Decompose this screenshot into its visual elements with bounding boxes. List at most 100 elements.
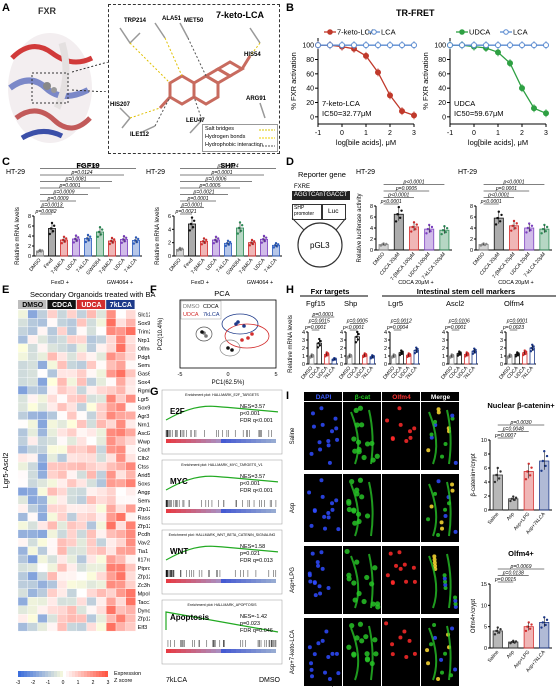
stain-blob [443,585,448,590]
heatmap-cell [76,571,87,581]
stain-blob [327,460,332,465]
data-point [415,223,418,226]
heatmap-cell [106,597,117,606]
data-point [541,621,545,624]
data-point [224,244,228,248]
data-point [466,352,470,355]
gsea-frame [161,459,283,525]
stain-blob [307,490,312,495]
rank-gradient [226,509,231,513]
heatmap-cell [76,428,87,437]
stain-blob [453,604,458,609]
chart-b-right: 0 20 40 60 80 100 -1 0 1 2 3 log[bile acids], μM % F… [421,28,549,147]
stain-blob [429,642,434,647]
heatmap-cell [125,605,136,615]
stain-blob [433,419,438,424]
heatmap-cell [37,597,48,606]
heatmap-cell [27,419,38,429]
heatmap-cell [66,504,77,513]
p-value: p=0.0001 [304,325,326,331]
heatmap-cell [57,411,68,421]
stain-blob [359,494,365,500]
y-tick-label: 1 [302,354,305,360]
data-point [499,470,502,473]
heatmap-cell [125,478,136,488]
y-tick-label: 4 [442,330,445,336]
heatmap-cell [76,445,87,454]
legend-title-2: Z score [114,678,132,684]
stain-blob [315,560,320,565]
channel-header-bg [421,392,459,401]
y-tick-label: 100 [434,43,446,50]
legend-tick: -1 [46,680,51,686]
panel-label-f: F [150,284,157,296]
rank-gradient [206,509,211,513]
y-tick-label: 3 [340,338,343,344]
heatmap-cell [96,394,107,404]
stain-blob [385,573,390,578]
y-tick-label: 40 [438,86,446,93]
heatmap-cell [66,419,77,429]
y-axis-label: Olfm4+/crypt [471,599,477,634]
micrograph-panel [304,618,342,686]
category-label: DMSO [372,251,386,266]
data-point [363,52,369,59]
p-value: p=0.0001 [211,170,233,176]
heatmap-cell [37,318,48,328]
stain-blob [346,506,352,513]
data-point [109,239,113,243]
data-point [372,354,375,358]
heatmap-cell [115,478,126,488]
p-value: p=0.0081 [65,177,87,183]
heatmap-cell [76,487,87,497]
heatmap-cell [27,352,38,361]
stain-blob [384,621,389,626]
heatmap-cell [17,580,28,589]
legend-gradient [102,671,105,677]
heatmap-cell [17,529,28,539]
rank-gradient [201,579,206,583]
stain-blob [333,416,338,421]
stain-blob [327,677,332,682]
crypt-outline [350,625,374,681]
heatmap-cell [17,419,28,429]
micrograph-panel [421,546,459,614]
heatmap-cell [76,360,87,370]
p-value: p=0.0021 [175,209,197,215]
shp-promoter-label: SHP promoter [294,205,315,217]
data-point [97,230,101,234]
rank-gradient [241,439,246,443]
p-value: p=0.0015 [494,577,516,583]
legend-marker [503,29,509,35]
heatmap-cell [96,580,107,589]
data-point [532,345,535,348]
heatmap-cell [106,428,117,437]
stain-blob [390,436,395,441]
data-point [528,222,531,225]
p-value: p=0.0004 [386,325,408,331]
stain-blob [425,648,430,653]
category-label: Saline [487,511,501,526]
data-point [414,228,417,231]
data-point [87,239,91,242]
legend-salt-bridges: Salt bridges [205,126,235,132]
heatmap-cell [17,445,28,454]
heatmap-cell [125,521,136,530]
data-point [496,216,499,220]
stain-blob [443,441,448,446]
rank-gradient [226,439,231,443]
heatmap-cell [125,554,136,564]
data-point [228,240,232,244]
heatmap-cell [115,487,126,497]
stain-blob [407,638,412,643]
data-point [251,242,255,246]
curve-note: UDCA [454,99,475,108]
y-tick-label: 8 [28,214,31,220]
data-point [50,221,54,225]
rank-gradient [181,439,186,443]
data-point [445,227,449,230]
data-point [528,627,532,630]
y-tick-label: 2 [484,494,487,500]
p-value: p=0.0001 [495,186,517,192]
heatmap-cell [96,597,107,606]
